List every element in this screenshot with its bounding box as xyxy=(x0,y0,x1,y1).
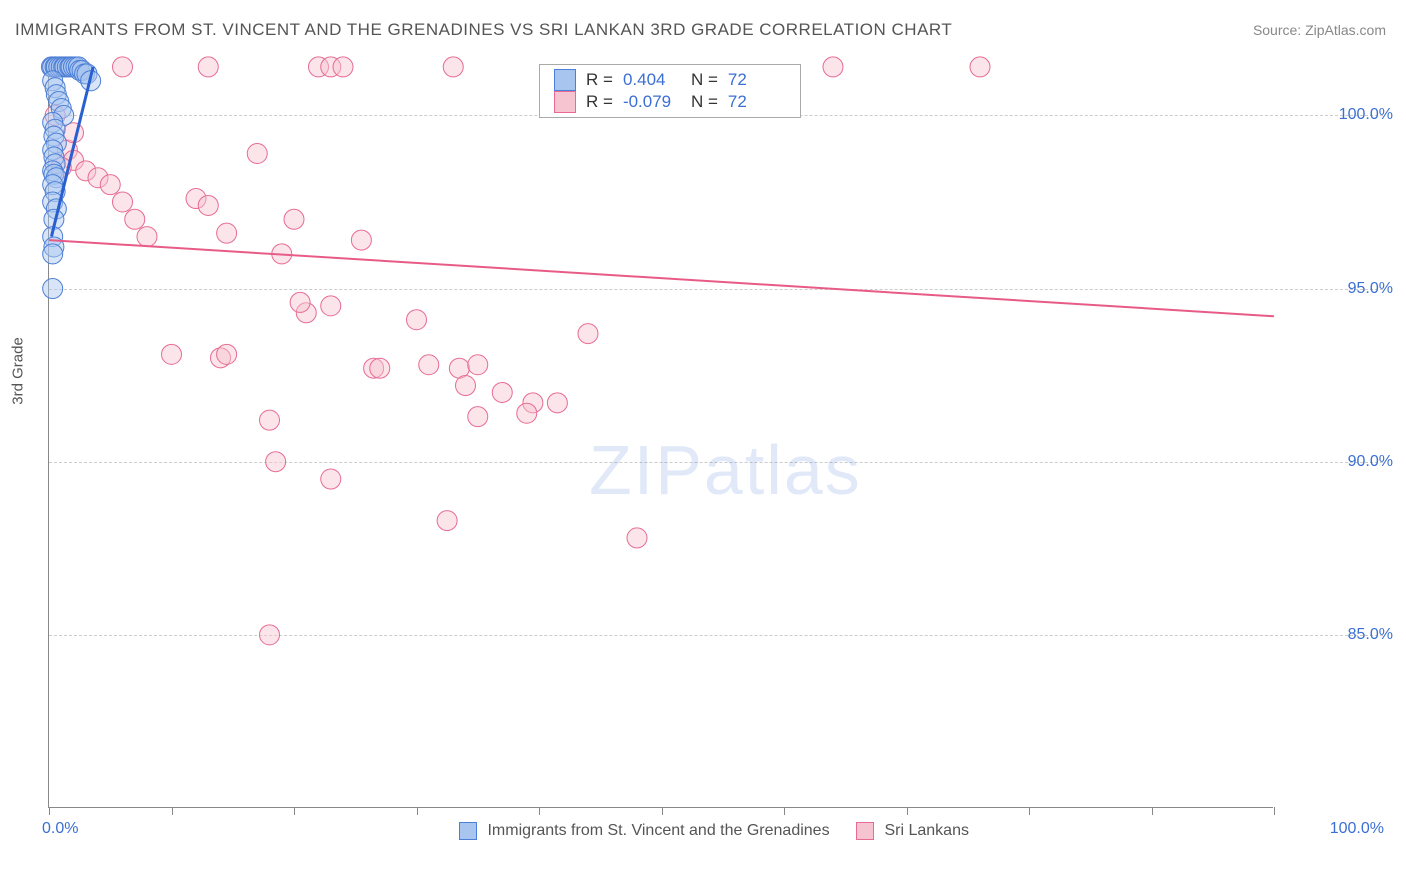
xtick xyxy=(662,807,663,815)
data-point xyxy=(468,407,488,427)
y-axis-label: 3rd Grade xyxy=(10,337,27,405)
data-point xyxy=(627,528,647,548)
data-point xyxy=(321,469,341,489)
xtick xyxy=(172,807,173,815)
xtick xyxy=(294,807,295,815)
chart-title: IMMIGRANTS FROM ST. VINCENT AND THE GREN… xyxy=(15,20,952,40)
ytick-label: 95.0% xyxy=(1293,280,1393,298)
xtick xyxy=(1029,807,1030,815)
data-point xyxy=(198,57,218,77)
xtick xyxy=(1152,807,1153,815)
data-point xyxy=(162,344,182,364)
data-point xyxy=(247,144,267,164)
xtick xyxy=(49,807,50,815)
data-point xyxy=(113,57,133,77)
data-point xyxy=(351,230,371,250)
data-point xyxy=(43,244,63,264)
ytick-label: 85.0% xyxy=(1293,626,1393,644)
data-point xyxy=(100,175,120,195)
legend-label-series2: Sri Lankans xyxy=(884,822,969,839)
legend: Immigrants from St. Vincent and the Gren… xyxy=(0,822,1406,840)
plot-area: 85.0%90.0%95.0%100.0% R = 0.404 N = 72 R… xyxy=(48,60,1273,808)
data-point xyxy=(547,393,567,413)
data-point xyxy=(266,452,286,472)
legend-label-series1: Immigrants from St. Vincent and the Gren… xyxy=(487,822,829,839)
data-point xyxy=(492,382,512,402)
data-point xyxy=(407,310,427,330)
data-point xyxy=(260,410,280,430)
data-point xyxy=(517,403,537,423)
xtick xyxy=(784,807,785,815)
data-point xyxy=(443,57,463,77)
data-point xyxy=(823,57,843,77)
data-point xyxy=(321,296,341,316)
data-point xyxy=(970,57,990,77)
data-point xyxy=(284,209,304,229)
xtick xyxy=(417,807,418,815)
data-point xyxy=(125,209,145,229)
xtick xyxy=(907,807,908,815)
data-point xyxy=(198,195,218,215)
data-point xyxy=(64,123,84,143)
ytick-label: 100.0% xyxy=(1293,106,1393,124)
scatter-svg xyxy=(49,60,1274,808)
data-point xyxy=(217,223,237,243)
data-point xyxy=(137,227,157,247)
data-point xyxy=(260,625,280,645)
data-point xyxy=(437,511,457,531)
xtick xyxy=(1274,807,1275,815)
data-point xyxy=(333,57,353,77)
data-point xyxy=(217,344,237,364)
legend-swatch-series1 xyxy=(459,822,477,840)
data-point xyxy=(43,279,63,299)
data-point xyxy=(578,324,598,344)
data-point xyxy=(419,355,439,375)
source-attribution: Source: ZipAtlas.com xyxy=(1253,22,1386,38)
legend-swatch-series2 xyxy=(856,822,874,840)
data-point xyxy=(370,358,390,378)
data-point xyxy=(113,192,133,212)
trend-line xyxy=(49,240,1274,316)
xtick xyxy=(539,807,540,815)
data-point xyxy=(468,355,488,375)
data-point xyxy=(456,376,476,396)
data-point xyxy=(290,292,310,312)
ytick-label: 90.0% xyxy=(1293,453,1393,471)
